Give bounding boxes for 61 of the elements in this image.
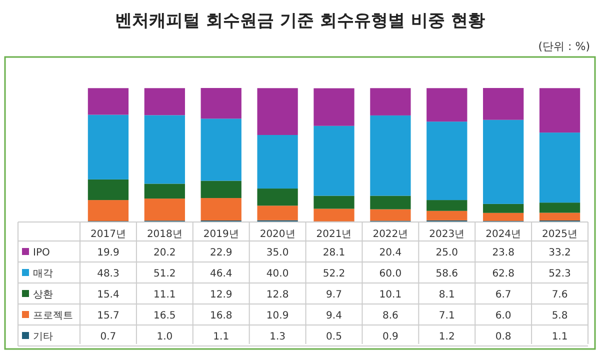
data-label: 8.1 <box>438 290 455 300</box>
data-label: 25.0 <box>436 248 458 258</box>
data-label: 52.2 <box>322 268 346 280</box>
legend-label: 기타 <box>33 332 53 342</box>
data-label: 6.7 <box>495 290 512 300</box>
data-label: 0.9 <box>382 332 398 342</box>
x-tick-label: 2018년 <box>146 229 182 240</box>
data-label: 19.9 <box>97 248 120 258</box>
data-label: 1.1 <box>552 332 568 342</box>
data-label: 33.2 <box>548 248 571 258</box>
data-label: 10.9 <box>266 310 289 322</box>
data-label: 16.8 <box>210 310 232 322</box>
data-label: 10.1 <box>379 290 402 300</box>
chart-title: 벤처캐피털 회수원금 기준 회수유형별 비중 현황 <box>115 11 485 31</box>
data-label: 23.8 <box>492 248 514 258</box>
data-label: 11.1 <box>154 290 176 300</box>
data-label: 22.9 <box>210 248 232 258</box>
data-label: 51.2 <box>154 268 176 280</box>
data-label: 12.9 <box>210 290 232 300</box>
data-label: 16.5 <box>154 310 176 322</box>
x-tick-label: 2020년 <box>260 229 296 240</box>
legend-label: 매각 <box>33 268 53 280</box>
data-label: 20.2 <box>154 248 176 258</box>
data-label: 28.1 <box>322 248 346 258</box>
data-label: 0.5 <box>326 332 342 342</box>
x-tick-label: 2024년 <box>486 229 522 240</box>
data-label: 8.6 <box>382 310 398 322</box>
data-label: 1.3 <box>270 332 286 342</box>
data-label: 46.4 <box>210 268 232 280</box>
data-label: 52.3 <box>548 268 571 280</box>
data-label: 60.0 <box>379 268 402 280</box>
legend-label: 프로젝트 <box>33 310 73 322</box>
text: (단위 : %) <box>538 40 590 53</box>
data-label: 48.3 <box>97 268 120 280</box>
data-label: 35.0 <box>266 248 289 258</box>
x-tick-label: 2019년 <box>203 229 239 240</box>
data-label: 0.8 <box>495 332 512 342</box>
data-label: 20.4 <box>379 248 402 258</box>
data-label: 1.2 <box>438 332 455 342</box>
x-tick-label: 2022년 <box>372 229 408 240</box>
data-label: 58.6 <box>436 268 458 280</box>
data-label: 15.7 <box>97 310 120 322</box>
data-label: 6.0 <box>495 310 512 322</box>
x-tick-label: 2017년 <box>90 229 126 240</box>
data-label: 40.0 <box>266 268 289 280</box>
data-label: 7.1 <box>438 310 455 322</box>
legend-label: 상환 <box>33 290 53 300</box>
x-tick-label: 2025년 <box>542 229 578 240</box>
data-label: 9.4 <box>326 310 342 322</box>
data-label: 62.8 <box>492 268 514 280</box>
data-label: 12.8 <box>266 290 289 300</box>
data-label: 5.8 <box>552 310 568 322</box>
data-label: 1.1 <box>213 332 230 342</box>
data-label: 9.7 <box>326 290 342 300</box>
data-label: 0.7 <box>100 332 116 342</box>
x-tick-label: 2023년 <box>429 229 465 240</box>
x-tick-label: 2021년 <box>316 229 352 240</box>
legend-label: IPO <box>33 248 50 258</box>
data-label: 7.6 <box>552 290 568 300</box>
data-label: 1.0 <box>156 332 173 342</box>
data-label: 15.4 <box>97 290 120 300</box>
